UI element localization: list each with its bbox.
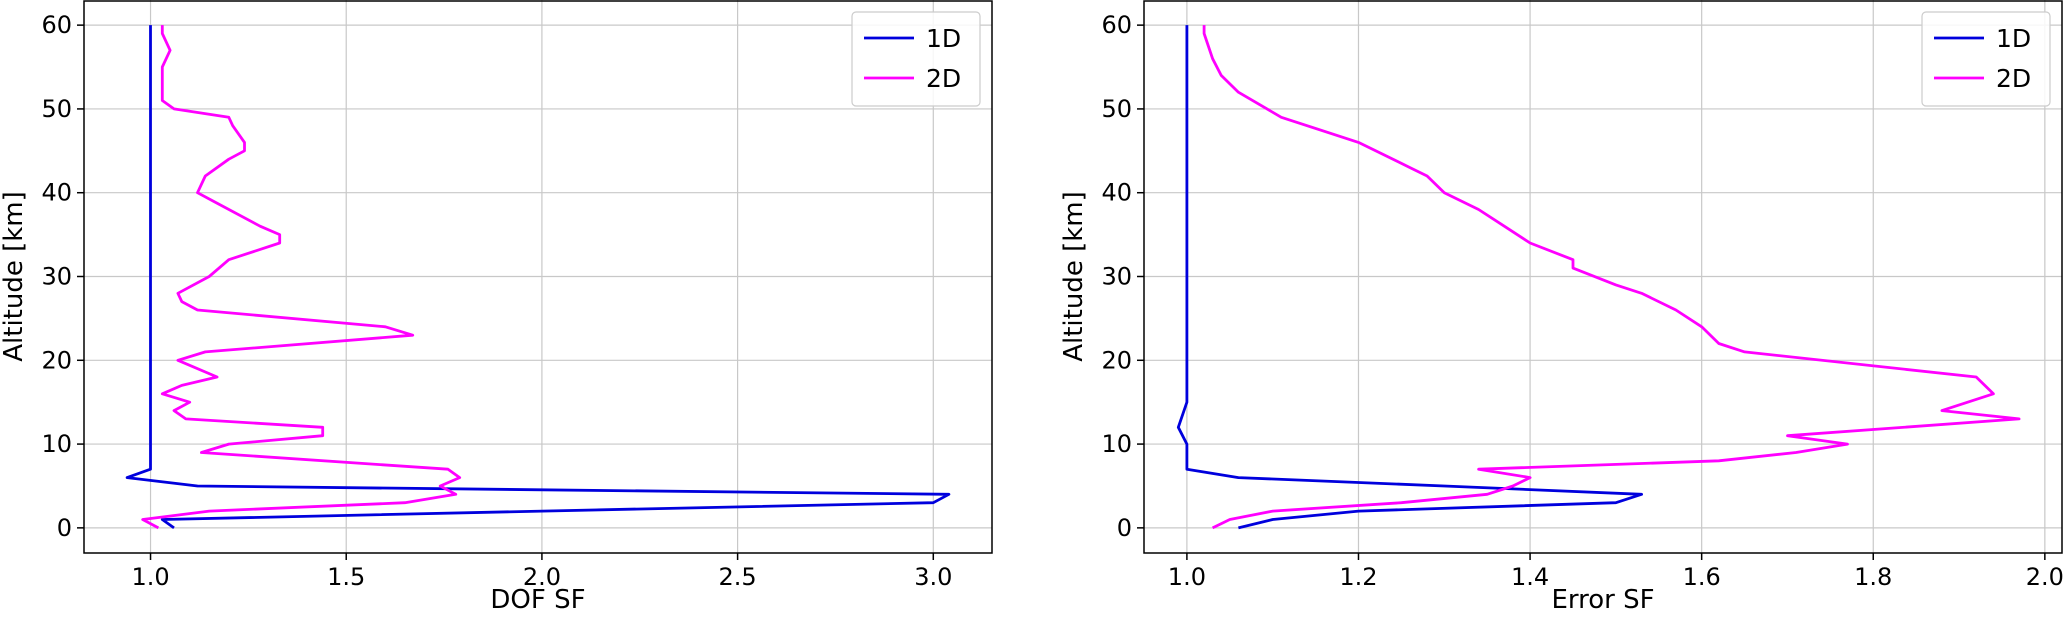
chart-1-y-tick-label: 60: [1101, 11, 1132, 39]
dof-chart-panel: 1.0 1.5 2.0 2.5 3.0 0 10 20 30 40 50 60 DOF SF Altitu…: [0, 0, 993, 615]
chart-1-y-tick-label: 50: [1101, 95, 1132, 123]
chart-1-series-2D-line: [1202, 25, 2021, 530]
chart-0-x-axis-label: DOF SF: [490, 585, 585, 615]
chart-0-x-tick-label: 1.5: [327, 563, 365, 591]
chart-0-x-tick-label: 2.5: [719, 563, 757, 591]
chart-0-y-tick-label: 20: [41, 346, 72, 374]
chart-0-legend-label-2D: 2D: [926, 64, 961, 93]
chart-1-y-tick-label: 10: [1101, 430, 1132, 458]
chart-0-y-tick-label: 10: [41, 430, 72, 458]
chart-1-y-tick-label: 30: [1101, 263, 1132, 291]
chart-1-y-tick-label: 40: [1101, 179, 1132, 207]
chart-1-x-tick-label: 1.0: [1168, 563, 1206, 591]
chart-0-legend: [851, 11, 981, 107]
chart-0-series-2D-line: [141, 25, 462, 530]
error-chart-panel: 1.0 1.2 1.4 1.6 1.8 2.0 0 10 20 30 40 50 60 Error SF A…: [1059, 0, 2064, 615]
chart-0-y-tick-label: 50: [41, 95, 72, 123]
chart-1-legend-label-1D: 1D: [1996, 24, 2031, 53]
chart-0-y-tick-label: 0: [57, 514, 72, 542]
chart-1-x-tick-label: 1.8: [1854, 563, 1892, 591]
chart-0-x-tick-label: 2.0: [523, 563, 561, 591]
chart-1-y-tick-label: 0: [1117, 514, 1132, 542]
chart-0-x-tick-label: 3.0: [914, 563, 952, 591]
chart-1-x-tick-label: 1.2: [1339, 563, 1377, 591]
chart-1-legend-label-2D: 2D: [1996, 64, 2031, 93]
chart-1-legend: [1921, 11, 2051, 107]
chart-1-x-axis-label: Error SF: [1551, 585, 1654, 615]
chart-0-y-tick-label: 40: [41, 179, 72, 207]
chart-0-y-tick-label: 60: [41, 11, 72, 39]
chart-0-y-tick-label: 30: [41, 263, 72, 291]
chart-0-series-1D-line: [125, 25, 951, 530]
chart-1-x-tick-label: 1.4: [1511, 563, 1549, 591]
chart-1-series-1D-line: [1176, 25, 1643, 530]
chart-0-legend-label-1D: 1D: [926, 24, 961, 53]
chart-1-y-axis-label: Altitude [km]: [1059, 191, 1089, 362]
chart-1-x-tick-label: 2.0: [2026, 563, 2064, 591]
chart-1-x-tick-label: 1.6: [1683, 563, 1721, 591]
chart-0-x-tick-label: 1.0: [131, 563, 169, 591]
chart-1-y-tick-label: 20: [1101, 346, 1132, 374]
chart-0-y-axis-label: Altitude [km]: [0, 191, 29, 362]
